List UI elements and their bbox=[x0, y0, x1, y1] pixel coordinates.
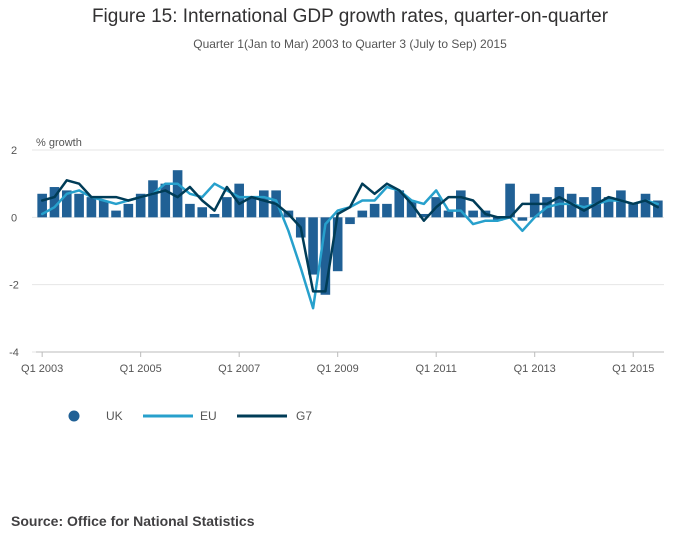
uk-bar bbox=[197, 207, 208, 218]
uk-bar bbox=[320, 217, 331, 295]
uk-bar bbox=[492, 217, 503, 221]
uk-bar bbox=[123, 203, 134, 218]
y-tick-label: 0 bbox=[11, 212, 17, 224]
x-tick-label: Q1 2015 bbox=[612, 363, 654, 375]
uk-bar bbox=[37, 193, 47, 218]
uk-bar bbox=[61, 190, 72, 218]
uk-bar bbox=[529, 193, 540, 218]
uk-bar bbox=[259, 190, 269, 218]
uk-bar bbox=[74, 193, 84, 218]
uk-bar bbox=[172, 170, 183, 218]
uk-bar bbox=[456, 190, 466, 218]
uk-bar bbox=[86, 197, 97, 218]
uk-bar bbox=[332, 217, 343, 272]
uk-bar bbox=[246, 197, 257, 218]
uk-bar bbox=[49, 187, 60, 218]
uk-bar bbox=[160, 183, 171, 218]
y-tick-label: -2 bbox=[9, 280, 19, 292]
g7-line bbox=[40, 179, 660, 293]
uk-bar bbox=[591, 187, 602, 218]
legend-uk-marker bbox=[68, 410, 80, 422]
uk-bar bbox=[382, 203, 392, 218]
uk-bar bbox=[554, 187, 565, 218]
uk-bar bbox=[640, 193, 651, 218]
chart-subtitle: Quarter 1(Jan to Mar) 2003 to Quarter 3 … bbox=[193, 37, 507, 51]
uk-bar bbox=[566, 193, 577, 218]
y-tick-label: 2 bbox=[11, 145, 17, 157]
uk-bar bbox=[394, 190, 405, 218]
uk-bar bbox=[468, 210, 478, 218]
uk-bar bbox=[406, 200, 417, 218]
uk-bar bbox=[222, 197, 232, 218]
x-tick-label: Q1 2011 bbox=[416, 363, 457, 375]
uk-bar bbox=[185, 203, 195, 218]
uk-bar bbox=[628, 203, 639, 218]
uk-bar bbox=[345, 217, 355, 225]
uk-bar bbox=[419, 213, 429, 218]
source-note: Source: Office for National Statistics bbox=[11, 513, 255, 529]
uk-bar bbox=[653, 200, 663, 218]
y-tick-label: -4 bbox=[9, 347, 19, 359]
uk-bar bbox=[505, 183, 515, 218]
uk-bar bbox=[357, 210, 368, 218]
uk-bar bbox=[234, 183, 244, 218]
uk-bar bbox=[209, 213, 220, 218]
uk-bar bbox=[603, 197, 614, 218]
uk-bar bbox=[616, 190, 626, 218]
x-tick-label: Q1 2005 bbox=[120, 363, 162, 375]
uk-bar bbox=[135, 193, 146, 218]
uk-bar bbox=[111, 210, 121, 218]
uk-bar bbox=[443, 210, 454, 218]
legend-g7-label: G7 bbox=[296, 409, 312, 423]
eu-line bbox=[40, 182, 660, 310]
uk-bar bbox=[308, 217, 318, 275]
uk-bar bbox=[517, 217, 528, 221]
x-tick-label: Q1 2013 bbox=[514, 363, 556, 375]
x-tick-label: Q1 2007 bbox=[218, 363, 260, 375]
uk-bar bbox=[148, 180, 158, 218]
uk-bar bbox=[369, 203, 380, 218]
chart-title: Figure 15: International GDP growth rate… bbox=[91, 6, 609, 27]
x-tick-label: Q1 2003 bbox=[21, 363, 63, 375]
x-tick-label: Q1 2009 bbox=[317, 363, 359, 375]
legend-eu-label: EU bbox=[200, 409, 217, 423]
uk-bar bbox=[98, 200, 109, 218]
legend-uk-label: UK bbox=[106, 409, 123, 423]
y-axis-label: % growth bbox=[36, 137, 82, 149]
